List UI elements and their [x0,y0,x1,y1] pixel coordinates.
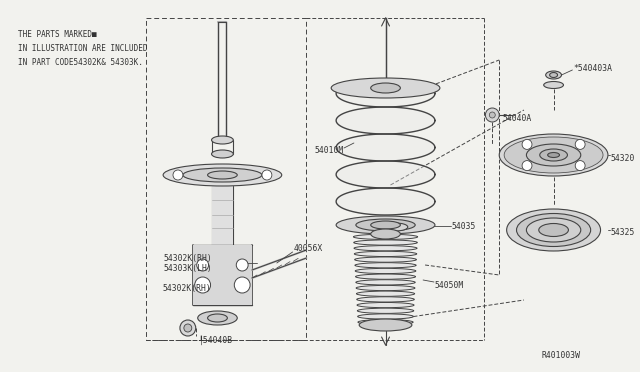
Ellipse shape [355,274,415,279]
Circle shape [575,140,585,150]
Circle shape [575,161,585,171]
Text: THE PARTS MARKED■
IN ILLUSTRATION ARE INCLUDED
IN PART CODE54302K& 54303K.: THE PARTS MARKED■ IN ILLUSTRATION ARE IN… [18,30,147,67]
Ellipse shape [163,164,282,186]
Ellipse shape [359,319,412,331]
Ellipse shape [358,314,413,319]
Polygon shape [336,188,435,215]
Text: R401003W: R401003W [541,350,580,359]
Polygon shape [336,134,435,161]
Text: ╀54040B: ╀54040B [198,335,232,345]
Ellipse shape [212,150,234,158]
Ellipse shape [371,229,401,239]
Ellipse shape [550,73,557,77]
Circle shape [196,259,209,271]
Ellipse shape [354,246,417,251]
Circle shape [522,161,532,171]
Circle shape [180,320,196,336]
Ellipse shape [499,134,608,176]
Ellipse shape [356,297,414,302]
Ellipse shape [371,83,401,93]
Ellipse shape [356,280,415,285]
Ellipse shape [331,78,440,98]
Ellipse shape [548,153,559,157]
Circle shape [490,112,495,118]
Ellipse shape [507,209,600,251]
Ellipse shape [183,168,262,182]
Ellipse shape [504,137,603,173]
Ellipse shape [544,81,563,89]
Ellipse shape [546,71,561,79]
Ellipse shape [356,219,415,231]
Circle shape [262,170,272,180]
Ellipse shape [355,251,417,257]
Ellipse shape [527,218,580,242]
Polygon shape [336,107,435,134]
Ellipse shape [355,268,416,273]
Circle shape [195,277,211,293]
Text: 54302K(RH): 54302K(RH) [162,284,211,293]
Ellipse shape [356,285,415,291]
Ellipse shape [540,149,568,161]
Text: 54303K(LH): 54303K(LH) [163,263,212,273]
Ellipse shape [357,302,414,308]
Circle shape [236,259,248,271]
Ellipse shape [383,223,408,231]
Text: 54320: 54320 [611,154,636,163]
Text: 54325: 54325 [611,228,636,237]
Polygon shape [336,161,435,188]
Ellipse shape [212,136,234,144]
Circle shape [522,140,532,150]
Ellipse shape [527,144,580,166]
Text: *540403A: *540403A [573,64,612,73]
Circle shape [234,277,250,293]
Ellipse shape [207,314,227,322]
Ellipse shape [198,311,237,325]
Text: 54050M: 54050M [435,280,464,289]
Bar [193,245,252,305]
Bar [212,186,234,255]
Ellipse shape [356,291,415,296]
Text: 5401OM: 5401OM [314,145,344,154]
Circle shape [184,324,192,332]
Ellipse shape [354,240,417,245]
Ellipse shape [336,216,435,234]
Text: 54040A: 54040A [502,113,531,122]
Polygon shape [336,80,435,107]
Circle shape [173,170,183,180]
Text: 54302K(RH): 54302K(RH) [163,253,212,263]
Ellipse shape [516,214,591,247]
Text: 54035: 54035 [452,221,476,231]
Ellipse shape [371,221,401,229]
Bar [147,18,307,340]
Circle shape [485,108,499,122]
Ellipse shape [539,224,568,237]
Text: 40056X: 40056X [294,244,323,253]
Ellipse shape [355,263,416,268]
Ellipse shape [355,257,417,262]
Ellipse shape [358,320,413,325]
Ellipse shape [207,171,237,179]
Ellipse shape [353,234,418,240]
Ellipse shape [357,308,413,313]
